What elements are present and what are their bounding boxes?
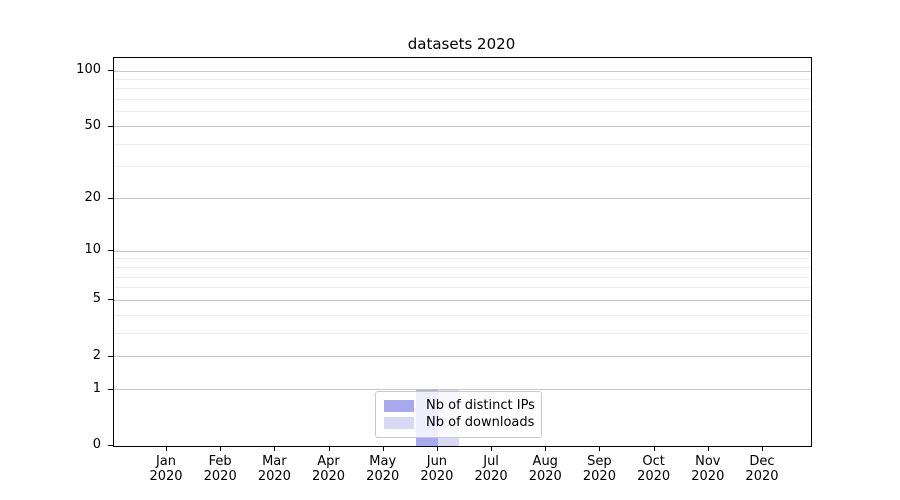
y-tick [108,445,113,446]
legend: Nb of distinct IPs Nb of downloads [375,391,542,438]
y-grid-minor-line [114,166,811,168]
x-tick-year: 2020 [366,469,400,484]
y-tick-label: 2 [92,347,101,363]
x-tick [220,446,222,451]
x-tick-label: Aug 2020 [517,454,573,484]
legend-label-downloads: Nb of downloads [426,415,535,430]
legend-item-downloads: Nb of downloads [384,414,535,431]
x-tick [166,446,167,451]
x-tick-year: 2020 [203,469,237,484]
x-tick [328,446,330,451]
x-tick-month: Sep [587,454,612,469]
x-tick-month: Jul [483,454,499,469]
y-tick-label: 100 [76,62,101,77]
x-tick-label: Jun 2020 [409,454,465,484]
y-tick [108,388,113,390]
y-grid-major-line [114,389,811,391]
y-grid-minor-line [114,266,811,268]
x-tick [599,446,601,451]
x-tick-year: 2020 [257,469,291,484]
x-tick [707,446,709,451]
x-tick-month: Feb [208,454,232,469]
x-tick [545,446,547,451]
y-tick [108,125,113,127]
x-tick-year: 2020 [745,469,779,484]
x-tick [274,446,276,451]
x-tick [491,446,493,451]
legend-item-distinct-ips: Nb of distinct IPs [384,397,535,414]
x-tick-month: Dec [749,454,775,469]
y-grid-minor-line [114,332,811,334]
legend-label-distinct-ips: Nb of distinct IPs [426,398,535,413]
y-tick-label: 20 [84,189,101,205]
x-tick-label: Jul 2020 [463,454,519,484]
x-tick-label: Jan 2020 [138,454,194,484]
x-tick-label: May 2020 [355,454,411,484]
y-grid-minor-line [114,276,811,278]
y-grid-minor-line [114,111,811,113]
x-tick-label: Nov 2020 [680,454,736,484]
x-tick-label: Feb 2020 [192,454,248,484]
y-grid-major-line [114,126,811,128]
x-tick-month: Nov [695,454,721,469]
y-grid-minor-line [114,258,811,260]
y-tick-label: 1 [92,380,101,396]
x-tick-label: Dec 2020 [734,454,790,484]
x-tick-year: 2020 [528,469,562,484]
x-tick [382,446,384,451]
legend-swatch-downloads [384,416,414,429]
chart-title: datasets 2020 [407,35,516,53]
x-tick-year: 2020 [582,469,616,484]
y-tick-label: 50 [84,117,101,133]
y-tick-label: 10 [84,242,101,258]
x-tick-label: Mar 2020 [246,454,302,484]
y-tick-label: 5 [92,291,101,307]
y-grid-major-line [114,250,811,252]
x-tick-year: 2020 [149,469,183,484]
y-grid-major-line [114,299,811,301]
x-tick-month: Aug [532,454,558,469]
x-tick [653,446,655,451]
x-tick-label: Apr 2020 [301,454,357,484]
x-tick-year: 2020 [311,469,346,484]
legend-swatch-distinct-ips [384,399,414,412]
x-tick-month: Oct [642,454,665,469]
x-tick-month: May [369,454,397,469]
y-grid-minor-line [114,143,811,145]
x-tick-month: Apr [317,454,340,469]
y-tick [108,355,113,357]
y-grid-minor-line [114,314,811,316]
y-grid-minor-line [114,99,811,101]
x-tick-label: Sep 2020 [571,454,627,484]
plot-area [113,57,812,447]
x-tick-month: Jan [155,454,177,469]
x-tick [436,446,438,451]
x-tick-year: 2020 [474,469,508,484]
y-tick-label: 0 [92,437,101,452]
x-tick-year: 2020 [637,469,671,484]
y-grid-major-line [114,356,811,358]
y-tick [108,70,113,71]
x-tick-month: Jun [426,454,448,469]
x-tick-month: Mar [262,454,287,469]
x-tick-label: Oct 2020 [626,454,682,484]
x-tick-year: 2020 [420,469,454,484]
y-grid-minor-line [114,78,811,80]
y-grid-major-line [114,70,811,72]
x-tick [761,446,763,451]
y-tick [108,250,113,252]
y-tick [108,299,113,301]
y-grid-minor-line [114,88,811,90]
y-grid-major-line [114,198,811,200]
y-tick [108,197,113,199]
y-grid-minor-line [114,287,811,289]
x-tick-year: 2020 [691,469,725,484]
